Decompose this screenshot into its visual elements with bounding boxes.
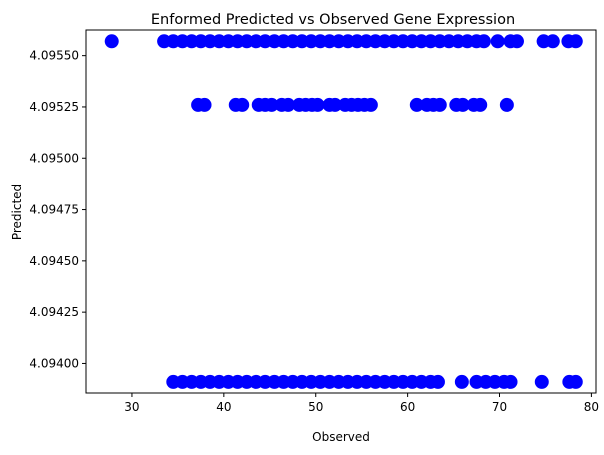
y-tick-label: 4.09500 — [29, 151, 79, 165]
y-tick-label: 4.09550 — [29, 49, 79, 63]
y-tick-label: 4.09475 — [29, 203, 79, 217]
data-point — [454, 374, 469, 389]
x-tick-label: 50 — [308, 400, 323, 414]
x-axis-ticks: 30 40 50 60 70 80 — [124, 393, 599, 414]
chart-title: Enformed Predicted vs Observed Gene Expr… — [151, 12, 515, 28]
y-axis-label: Predicted — [10, 184, 24, 240]
data-point — [568, 34, 583, 49]
data-point — [499, 97, 514, 112]
x-tick-label: 70 — [492, 400, 507, 414]
data-point — [281, 97, 296, 112]
data-point — [430, 374, 445, 389]
data-point — [534, 374, 549, 389]
data-point — [264, 97, 279, 112]
x-tick-label: 60 — [400, 400, 415, 414]
x-tick-label: 80 — [584, 400, 599, 414]
data-point — [197, 97, 212, 112]
y-tick-label: 4.09425 — [29, 305, 79, 319]
plot-area-frame — [85, 29, 597, 394]
data-point — [545, 34, 560, 49]
data-point — [455, 97, 470, 112]
x-axis-label: Observed — [312, 430, 370, 444]
x-tick-label: 40 — [216, 400, 231, 414]
data-point — [328, 97, 343, 112]
y-tick-label: 4.09400 — [29, 356, 79, 370]
y-tick-label: 4.09450 — [29, 254, 79, 268]
data-point — [503, 374, 518, 389]
data-point — [490, 34, 505, 49]
data-point — [310, 97, 325, 112]
data-points — [104, 34, 583, 389]
data-point — [409, 97, 424, 112]
y-axis-ticks: 4.09400 4.09425 4.09450 4.09475 4.09500 4.095… — [29, 49, 86, 370]
data-point — [568, 374, 583, 389]
y-tick-label: 4.09525 — [29, 100, 79, 114]
data-point — [473, 97, 488, 112]
data-point — [363, 97, 378, 112]
data-point — [509, 34, 524, 49]
data-point — [235, 97, 250, 112]
data-point — [432, 97, 447, 112]
data-point — [476, 34, 491, 49]
x-tick-label: 30 — [124, 400, 139, 414]
data-point — [104, 34, 119, 49]
